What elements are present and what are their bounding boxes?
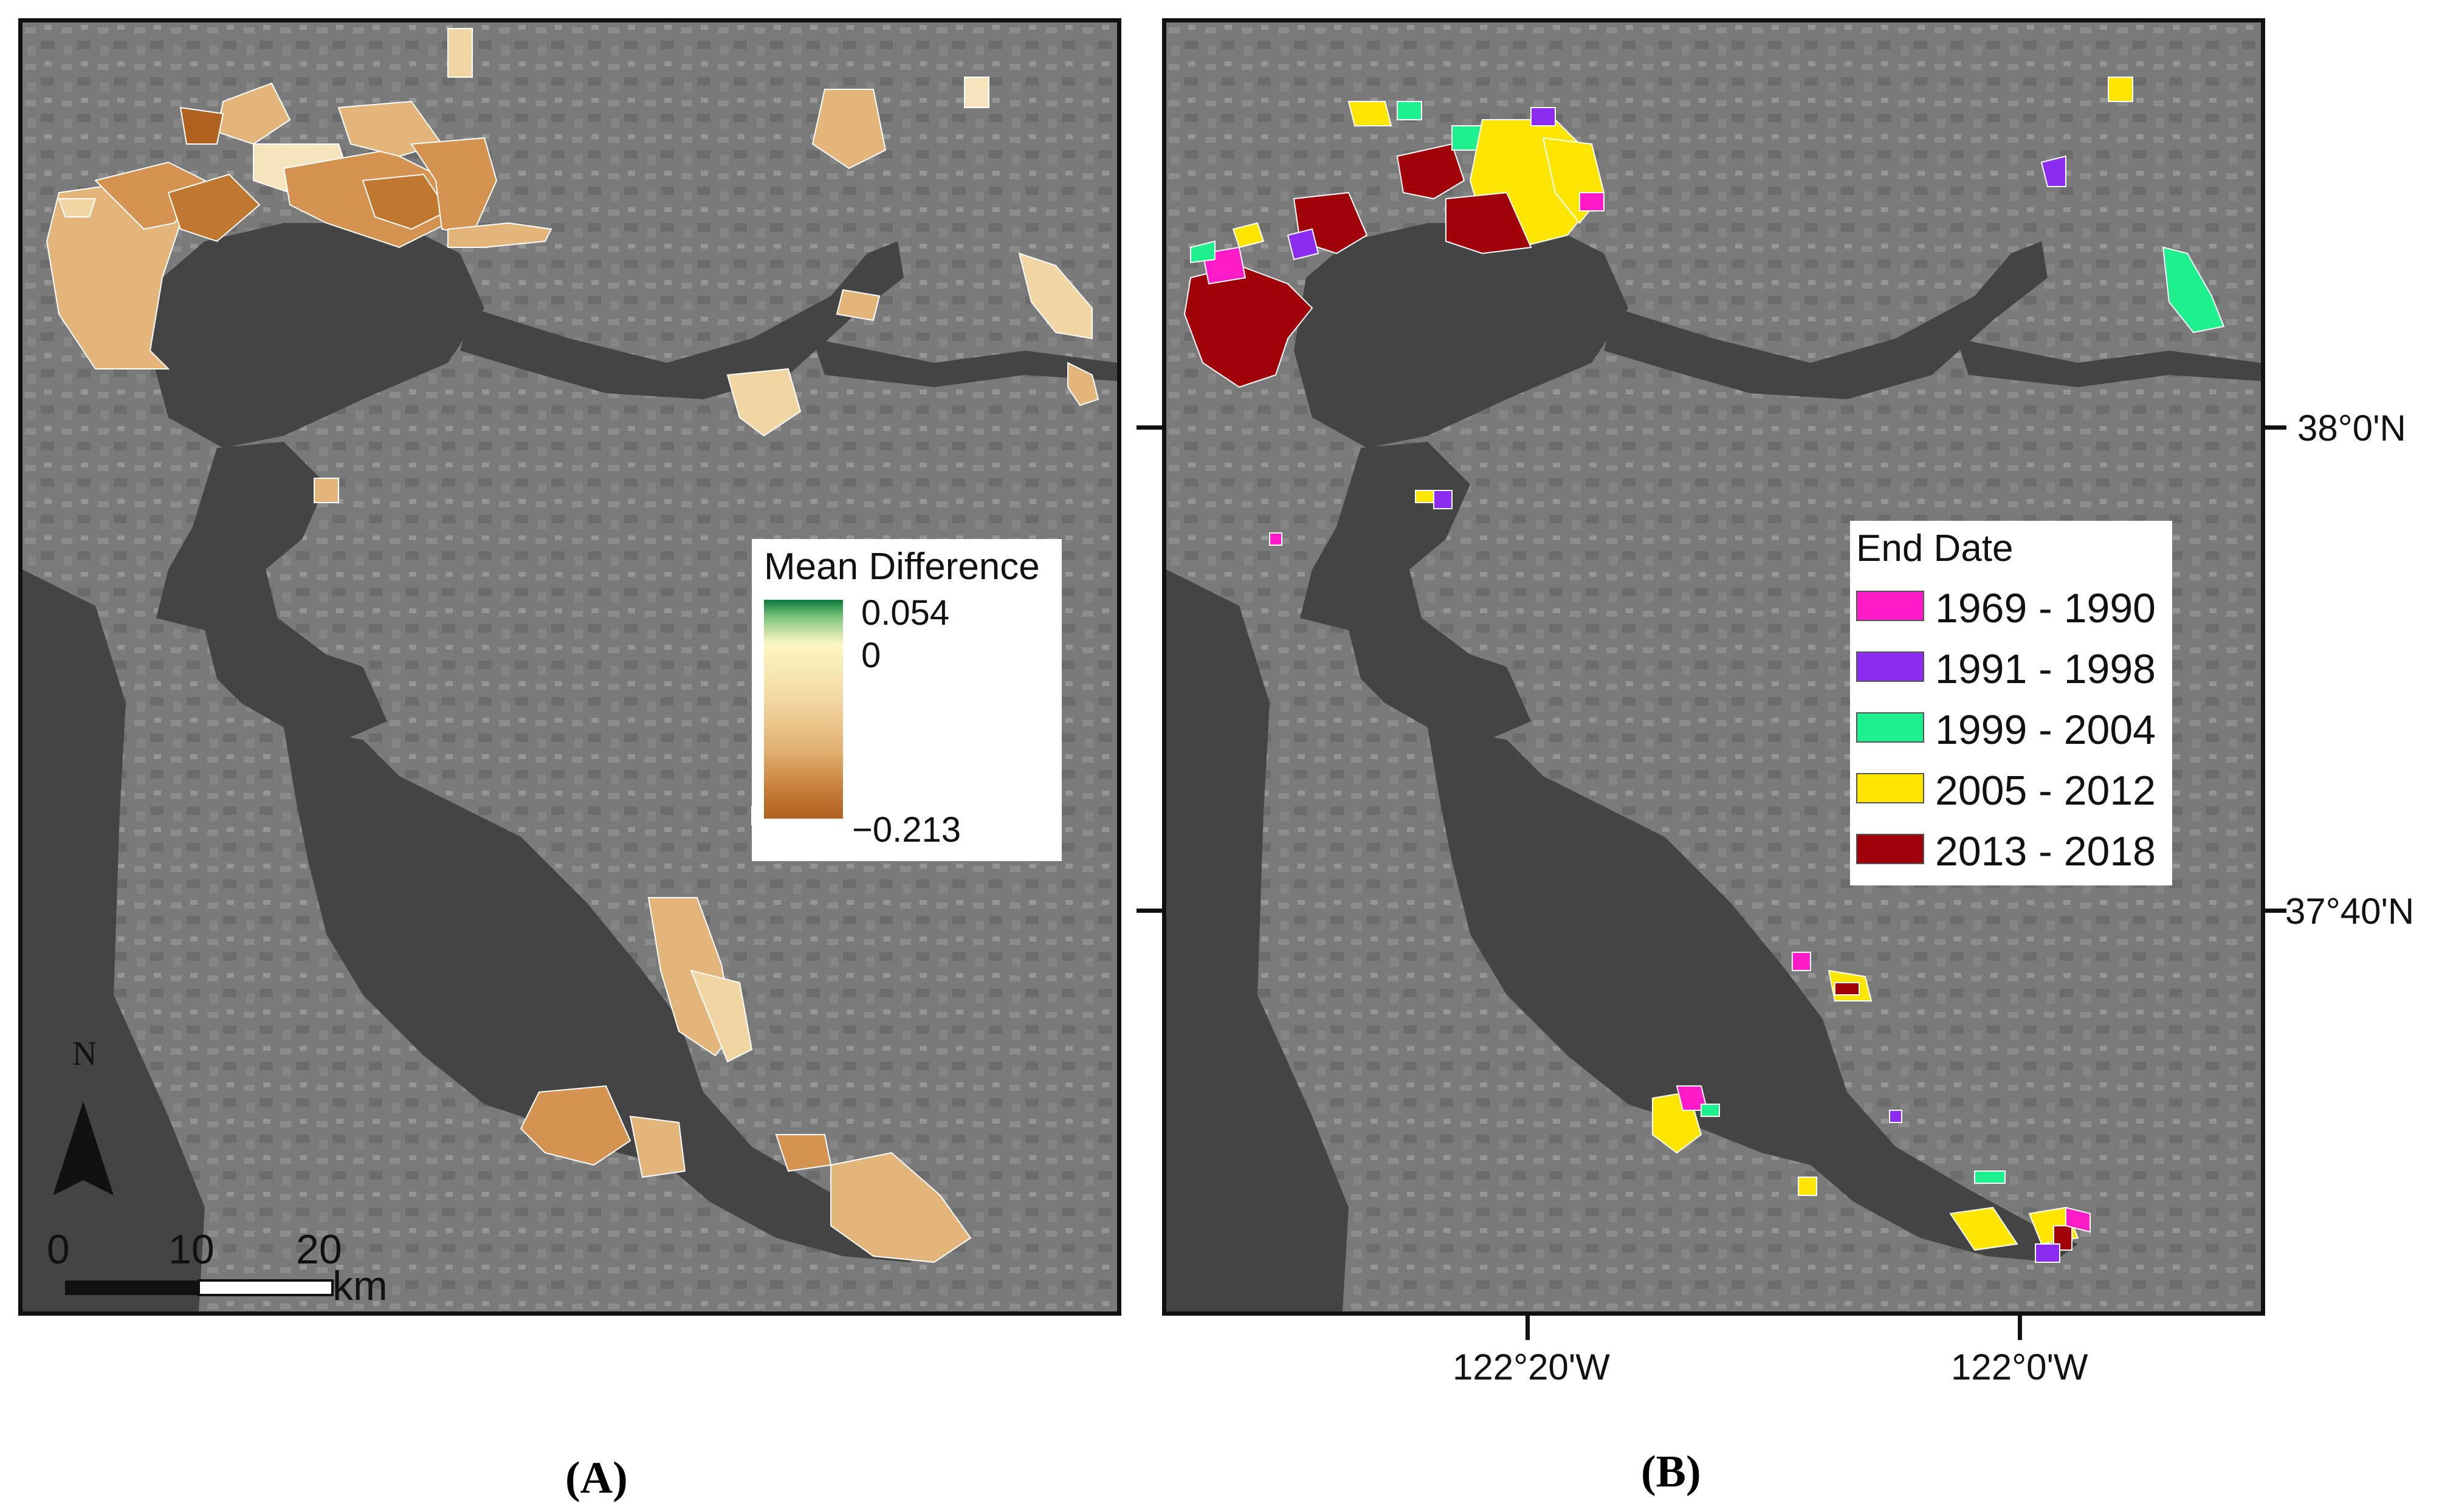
san-pablo-bay [1294,223,1628,448]
swatch-2013-2018 [1856,834,1924,864]
caption-b: (B) [1641,1447,1701,1497]
carquinez-strait [1604,241,2048,399]
suisun-channel [813,338,1117,387]
lon-tick-12200 [2018,1316,2022,1340]
central-bay [156,442,387,752]
scale-unit: km [332,1263,388,1309]
restoration-sites-b [1183,77,2225,1263]
caption-a: (A) [565,1453,628,1503]
lon-label-12200: 122°0'W [1951,1347,2088,1387]
map-panel-b: End Date 1969 - 1990 1991 - 1998 1999 - … [1162,18,2265,1316]
north-arrow-icon [53,1101,114,1195]
north-arrow-label: N [72,1035,97,1073]
swatch-1999-2004 [1856,712,1924,743]
legend-title: Mean Difference [764,546,1040,588]
legend-zero: 0 [861,636,881,675]
restoration-sites-a [46,28,1099,1263]
legend-min: −0.213 [852,810,961,850]
swatch-1969-1990 [1856,591,1924,621]
legend-item-1991-1998: 1991 - 1998 [1935,646,2156,692]
lat-tick-left-3740 [1137,909,1162,913]
lat-tick-right-3740 [2261,909,2286,913]
carquinez-strait [460,241,904,399]
legend-item-1969-1990: 1969 - 1990 [1935,585,2156,631]
south-bay [284,727,934,1262]
map-panel-a: N 0 10 20 km Mean Difference 0.054 0 −0.… [18,18,1121,1316]
suisun-channel [1956,338,2261,387]
pacific-ocean [1166,569,1349,1311]
swatch-2005-2012 [1856,773,1924,803]
legend-colorbar [764,600,843,819]
lat-tick-left-38 [1137,425,1162,430]
lon-tick-12220 [1525,1316,1530,1340]
lat-label-38: 38°0'N [2297,408,2406,448]
scale-bar [65,1279,334,1296]
central-bay [1300,442,1531,752]
south-bay [1428,727,2078,1262]
swatch-1991-1998 [1856,651,1924,682]
lat-label-3740: 37°40'N [2285,891,2415,932]
scale-tick-10: 10 [168,1226,215,1273]
pacific-ocean [22,569,205,1311]
legend-item-1999-2004: 1999 - 2004 [1935,707,2156,753]
mean-difference-legend: Mean Difference 0.054 0 −0.213 [752,539,1062,861]
san-pablo-bay [150,223,484,448]
scale-tick-20: 20 [296,1226,342,1273]
legend-max: 0.054 [861,593,950,633]
lat-tick-right-38 [2261,425,2286,430]
legend-item-2005-2012: 2005 - 2012 [1935,768,2156,814]
lon-label-12220: 122°20'W [1453,1347,1610,1387]
legend-item-2013-2018: 2013 - 2018 [1935,828,2156,875]
scale-tick-0: 0 [47,1226,70,1273]
end-date-legend: End Date 1969 - 1990 1991 - 1998 1999 - … [1850,521,2172,885]
legend-title: End Date [1856,527,2014,569]
